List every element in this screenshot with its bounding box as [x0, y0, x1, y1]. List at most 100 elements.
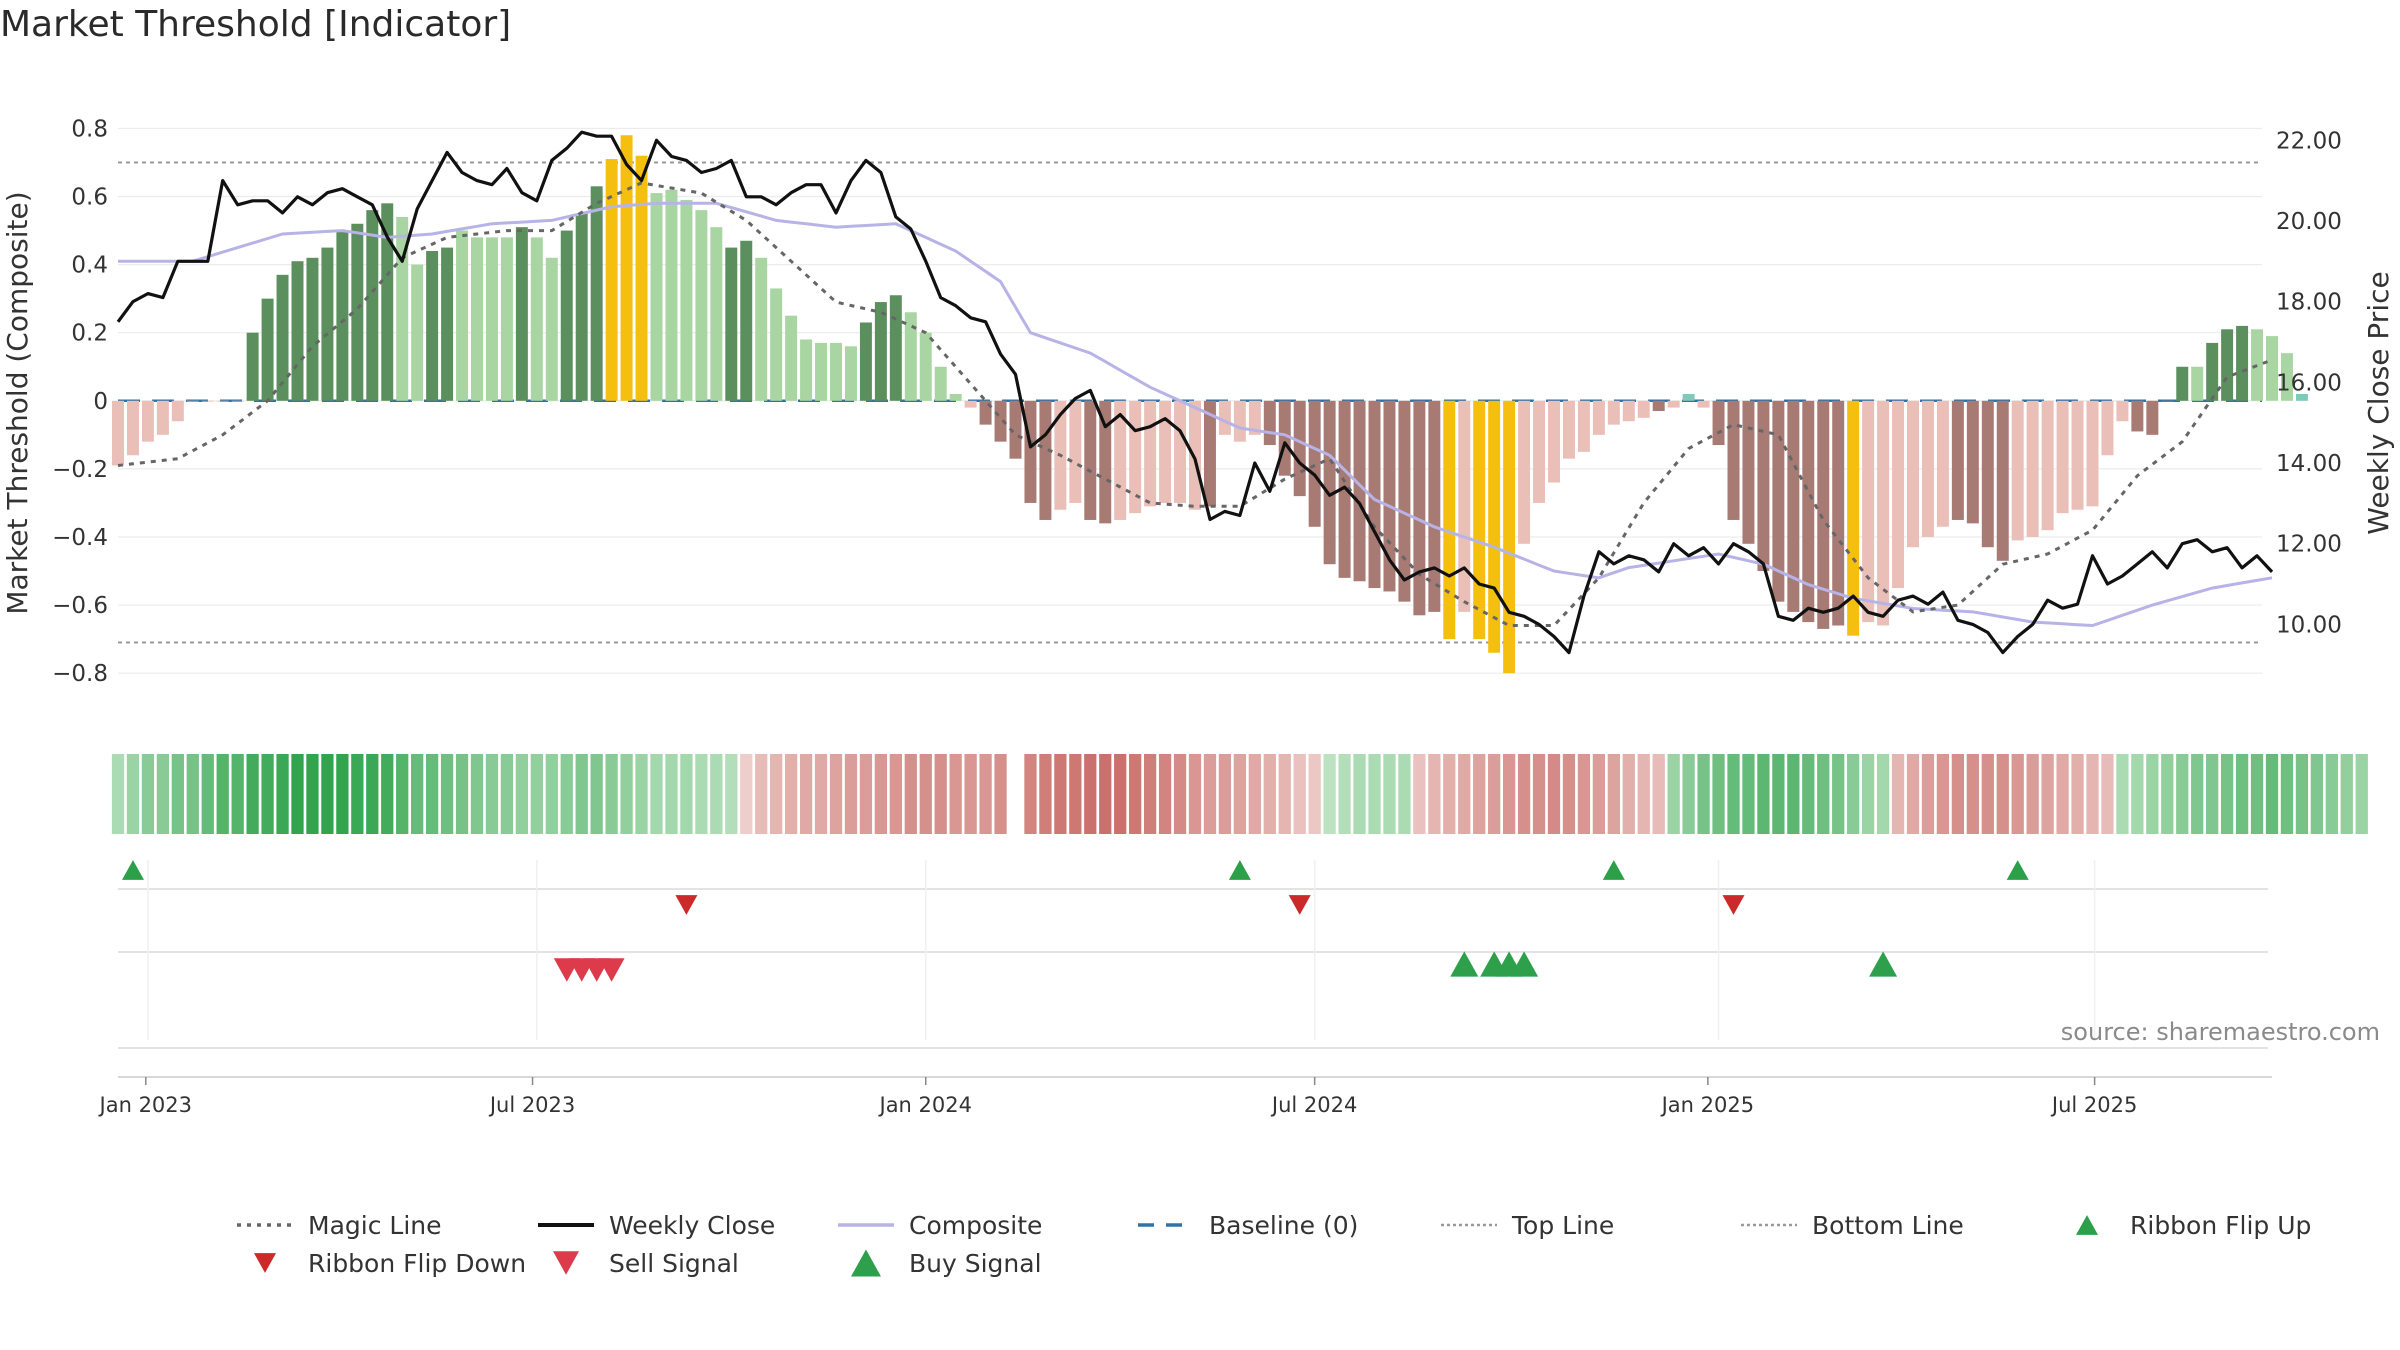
- legend-item: Ribbon Flip Down: [254, 1249, 526, 1278]
- ribbon-cell: [2191, 754, 2204, 834]
- composite-bar: [1174, 400, 1187, 503]
- ribbon-cell: [874, 754, 888, 834]
- x-tick-label: Jan 2024: [878, 1093, 973, 1117]
- composite-bar: [1757, 400, 1770, 572]
- composite-bar: [770, 288, 783, 401]
- magic-line: [117, 181, 2273, 627]
- composite-bar: [2266, 336, 2278, 401]
- y-left-tick-label: 0.8: [71, 116, 108, 142]
- ribbon-cell: [1158, 754, 1172, 834]
- ribbon-cell: [1293, 754, 1306, 834]
- y-left-tick-label: −0.2: [52, 457, 108, 483]
- ribbon-cell: [1173, 754, 1187, 834]
- composite-bar: [560, 230, 573, 401]
- ribbon-cell: [1532, 754, 1546, 834]
- composite-bar: [605, 159, 618, 401]
- y-right-tick-label: 18.00: [2276, 290, 2342, 316]
- composite-bar: [1996, 400, 2009, 561]
- composite-bar: [1562, 400, 1575, 459]
- legend-item: Top Line: [1441, 1211, 1614, 1240]
- ribbon-cell: [440, 754, 454, 834]
- composite-bar: [336, 230, 349, 401]
- ribbon-cell: [2161, 754, 2174, 834]
- ribbon-cell: [560, 754, 573, 834]
- legend-label: Bottom Line: [1812, 1211, 1964, 1240]
- ribbon-cell: [2340, 754, 2353, 834]
- composite-bar: [1847, 400, 1860, 636]
- ribbon-cell: [1547, 754, 1561, 834]
- ribbon-cell: [186, 754, 199, 834]
- ribbon-cell: [784, 754, 798, 834]
- composite-bar: [1278, 400, 1291, 476]
- y-right-tick-label: 22.00: [2276, 128, 2342, 154]
- ribbon-cell: [2086, 754, 2099, 834]
- composite-bar: [1039, 400, 1052, 520]
- composite-bar: [1368, 400, 1381, 589]
- ribbon-cell: [1473, 754, 1486, 834]
- legend-label: Baseline (0): [1209, 1211, 1358, 1240]
- composite-bar: [1877, 400, 1890, 626]
- composite-bar: [2086, 400, 2099, 507]
- composite-bar: [2191, 366, 2204, 401]
- composite-bar: [650, 193, 663, 401]
- ribbon-cell: [979, 754, 992, 834]
- composite-bar: [1712, 400, 1725, 446]
- ribbon-cell: [2056, 754, 2069, 834]
- legend-item: Magic Line: [237, 1211, 442, 1240]
- ribbon-cell: [1114, 754, 1127, 834]
- ribbon-cell: [2131, 754, 2144, 834]
- ribbon-flip-up-marker: [1228, 860, 1251, 880]
- composite-line: [118, 201, 2273, 628]
- ribbon-cell: [725, 754, 738, 834]
- composite-bar: [1069, 400, 1082, 503]
- legend-item: Buy Signal: [851, 1249, 1042, 1278]
- composite-bar: [1488, 400, 1501, 653]
- composite-bar: [680, 199, 693, 401]
- buy-signal-marker: [1869, 951, 1898, 977]
- composite-bar: [2221, 329, 2234, 401]
- ribbon-cell: [799, 754, 813, 834]
- ribbon-cell: [366, 754, 379, 834]
- composite-bar: [949, 393, 962, 401]
- ribbon-cell: [1143, 754, 1157, 834]
- y-right-tick-label: 14.00: [2276, 451, 2342, 477]
- composite-bar: [1727, 400, 1740, 520]
- composite-bar: [2146, 400, 2159, 435]
- composite-bar: [545, 257, 558, 401]
- composite-bar: [1308, 400, 1321, 527]
- composite-bar: [1189, 400, 1201, 510]
- ribbon-cell: [590, 754, 603, 834]
- ribbon-flip-up-marker: [1602, 860, 1625, 880]
- ribbon-cell: [291, 754, 304, 834]
- ribbon-cell: [1218, 754, 1232, 834]
- ribbon-cell: [1263, 754, 1276, 834]
- composite-bar: [1443, 400, 1456, 640]
- y-axis-left-label: Market Threshold (Composite): [1, 191, 34, 614]
- ribbon-cell: [1682, 754, 1695, 834]
- ribbon-cell: [261, 754, 274, 834]
- ribbon-cell: [1203, 754, 1217, 834]
- ribbon-cell: [1428, 754, 1441, 834]
- ribbon-cell: [1188, 754, 1202, 834]
- ribbon-cell: [321, 754, 334, 834]
- ribbon-cell: [2011, 754, 2024, 834]
- composite-bar: [351, 223, 364, 401]
- ribbon-cell: [1443, 754, 1456, 834]
- legend-label: Sell Signal: [609, 1249, 739, 1278]
- x-tick-label: Jan 2023: [98, 1093, 193, 1117]
- ribbon-cell: [201, 754, 214, 834]
- ribbon-flip-down-marker: [675, 895, 698, 915]
- composite-bar: [1787, 400, 1800, 612]
- y-right-tick-label: 16.00: [2276, 370, 2342, 396]
- composite-bar: [2116, 400, 2129, 422]
- weekly-close-line: [116, 130, 2274, 655]
- composite-bar: [201, 400, 214, 402]
- x-tick-label: Jul 2023: [488, 1093, 575, 1117]
- legend-item: Sell Signal: [553, 1249, 739, 1278]
- ribbon-cell: [904, 754, 917, 834]
- series-lines: [116, 130, 2274, 655]
- composite-bar: [1099, 400, 1112, 524]
- x-tick-label: Jul 2024: [1270, 1093, 1357, 1117]
- composite-bar: [1936, 400, 1949, 527]
- ribbon-cell: [1966, 754, 1979, 834]
